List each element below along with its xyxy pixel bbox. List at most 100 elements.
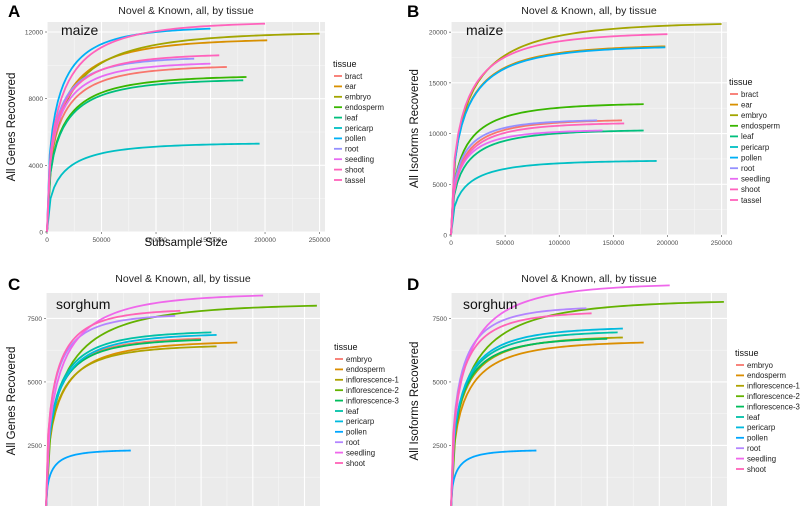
panel-letter: D: [407, 275, 420, 294]
series-line-tassel: [450, 122, 625, 236]
panel-a: A 0 4000 8000 12000 0 50000 100000 150000 200000…: [0, 0, 405, 253]
legend-label-shoot: shoot: [747, 465, 767, 474]
x-tick-label: 100000: [548, 240, 570, 247]
chart-title: Novel & Known, all, by tissue: [521, 273, 657, 285]
x-tick-label: 150000: [200, 237, 222, 244]
x-axis-label: Subsample Size: [144, 237, 227, 249]
y-tick-label: 7500: [433, 316, 448, 323]
series-line-leaf: [450, 129, 644, 236]
legend-label-endosperm: endosperm: [747, 371, 786, 380]
series-line-shoot: [45, 309, 181, 510]
chart-c: 0250050007500Novel & Known, all, by tiss…: [6, 273, 399, 511]
x-tick-label: 200000: [657, 240, 679, 247]
y-tick-label: 7500: [28, 316, 43, 323]
y-tick-label: 2500: [28, 443, 43, 450]
legend-title: tissue: [735, 348, 759, 358]
plot-background: [47, 22, 325, 232]
legend-label-endosperm: endosperm: [345, 103, 384, 112]
legend-label-pericarp: pericarp: [346, 417, 375, 426]
x-tick-label: 200000: [254, 237, 276, 244]
series-line-shoot: [450, 312, 592, 510]
x-tick-label: 100000: [145, 237, 167, 244]
legend-label-shoot: shoot: [346, 459, 366, 468]
legend-label-endosperm: endosperm: [741, 122, 780, 131]
panel-b: B 0 5000 10000 15000 20000 0 50000 100000 150000…: [405, 0, 809, 265]
chart-title: Novel & Known, all, by tissue: [118, 5, 254, 17]
y-tick-label: 8000: [29, 96, 44, 103]
y-axis-label: All Genes Recovered: [6, 73, 18, 182]
legend-title: tissue: [334, 342, 358, 352]
legend-label-inflorescence-3: inflorescence-3: [747, 402, 800, 411]
legend-label-leaf: leaf: [741, 132, 754, 141]
series-line-leaf: [46, 79, 244, 233]
panel-letter: C: [8, 275, 21, 294]
species-annotation: maize: [61, 22, 99, 38]
series-line-pollen: [45, 449, 131, 510]
y-tick-label: 5000: [433, 182, 448, 189]
x-tick-label: 250000: [309, 237, 331, 244]
y-tick-label: 5000: [28, 379, 43, 386]
series-line-root: [450, 119, 598, 236]
y-axis-label: All Isoforms Recovered: [409, 342, 421, 461]
y-tick-label: 0: [443, 233, 447, 240]
series-line-pericarp: [450, 327, 623, 510]
series-line-endosperm: [46, 76, 247, 233]
legend-label-inflorescence-2: inflorescence-2: [747, 392, 800, 401]
series-line-inflorescence-1: [45, 345, 217, 510]
series-line-embryo: [46, 32, 320, 233]
plot-background: [451, 22, 727, 235]
series-line-pollen: [450, 46, 666, 236]
series-line-leaf: [450, 331, 618, 510]
x-tick-label: 50000: [92, 237, 110, 244]
legend-label-seedling: seedling: [747, 454, 776, 463]
chart-title: Novel & Known, all, by tissue: [115, 273, 251, 285]
panel-c: C 0250050007500Novel & Known, all, by ti…: [0, 253, 405, 511]
series-line-pericarp: [450, 160, 657, 236]
legend-title: tissue: [729, 77, 753, 87]
legend-label-shoot: shoot: [741, 185, 761, 194]
series-line-ear: [46, 39, 268, 233]
y-tick-label: 5000: [433, 379, 448, 386]
species-annotation: sorghum: [56, 296, 110, 312]
series-line-endosperm: [450, 103, 644, 236]
legend-label-tassel: tassel: [741, 196, 762, 205]
series-line-tassel: [46, 54, 220, 233]
chart-title: Novel & Known, all, by tissue: [521, 5, 657, 17]
legend-label-seedling: seedling: [345, 155, 374, 164]
series-line-pericarp: [46, 142, 260, 233]
series-line-seedling: [45, 294, 264, 510]
series-line-leaf: [45, 331, 212, 510]
legend-label-embryo: embryo: [747, 361, 774, 370]
legend-label-embryo: embryo: [741, 111, 768, 120]
legend-label-root: root: [346, 438, 360, 447]
legend-title: tissue: [333, 59, 357, 69]
legend-label-seedling: seedling: [741, 175, 770, 184]
legend-label-inflorescence-2: inflorescence-2: [346, 386, 399, 395]
legend-label-pollen: pollen: [747, 434, 768, 443]
y-tick-label: 10000: [429, 131, 447, 138]
panel-letter: B: [407, 2, 420, 21]
series-line-shoot: [450, 33, 668, 236]
legend-label-pollen: pollen: [346, 428, 367, 437]
panel-d: D 0250050007500Novel & Known, all, by ti…: [405, 253, 809, 511]
species-annotation: maize: [466, 22, 504, 38]
y-tick-label: 0: [39, 230, 43, 237]
series-line-endosperm: [450, 341, 644, 510]
legend-label-shoot: shoot: [345, 165, 365, 174]
series-line-root: [45, 314, 176, 510]
x-tick-label: 150000: [603, 240, 625, 247]
y-axis-label: All Isoforms Recovered: [409, 69, 421, 188]
y-axis-label: All Genes Recovered: [6, 347, 18, 456]
series-line-shoot: [46, 22, 266, 233]
legend-label-leaf: leaf: [346, 407, 359, 416]
panel-letter: A: [8, 2, 21, 21]
legend-label-tassel: tassel: [345, 176, 366, 185]
legend-label-inflorescence-3: inflorescence-3: [346, 396, 399, 405]
series-line-bract: [46, 66, 227, 233]
legend-label-bract: bract: [741, 90, 759, 99]
legend-label-pollen: pollen: [345, 134, 366, 143]
legend-label-pericarp: pericarp: [747, 423, 776, 432]
series-line-seedling: [450, 284, 670, 510]
legend-label-pollen: pollen: [741, 153, 762, 162]
legend-label-endosperm: endosperm: [346, 365, 385, 374]
